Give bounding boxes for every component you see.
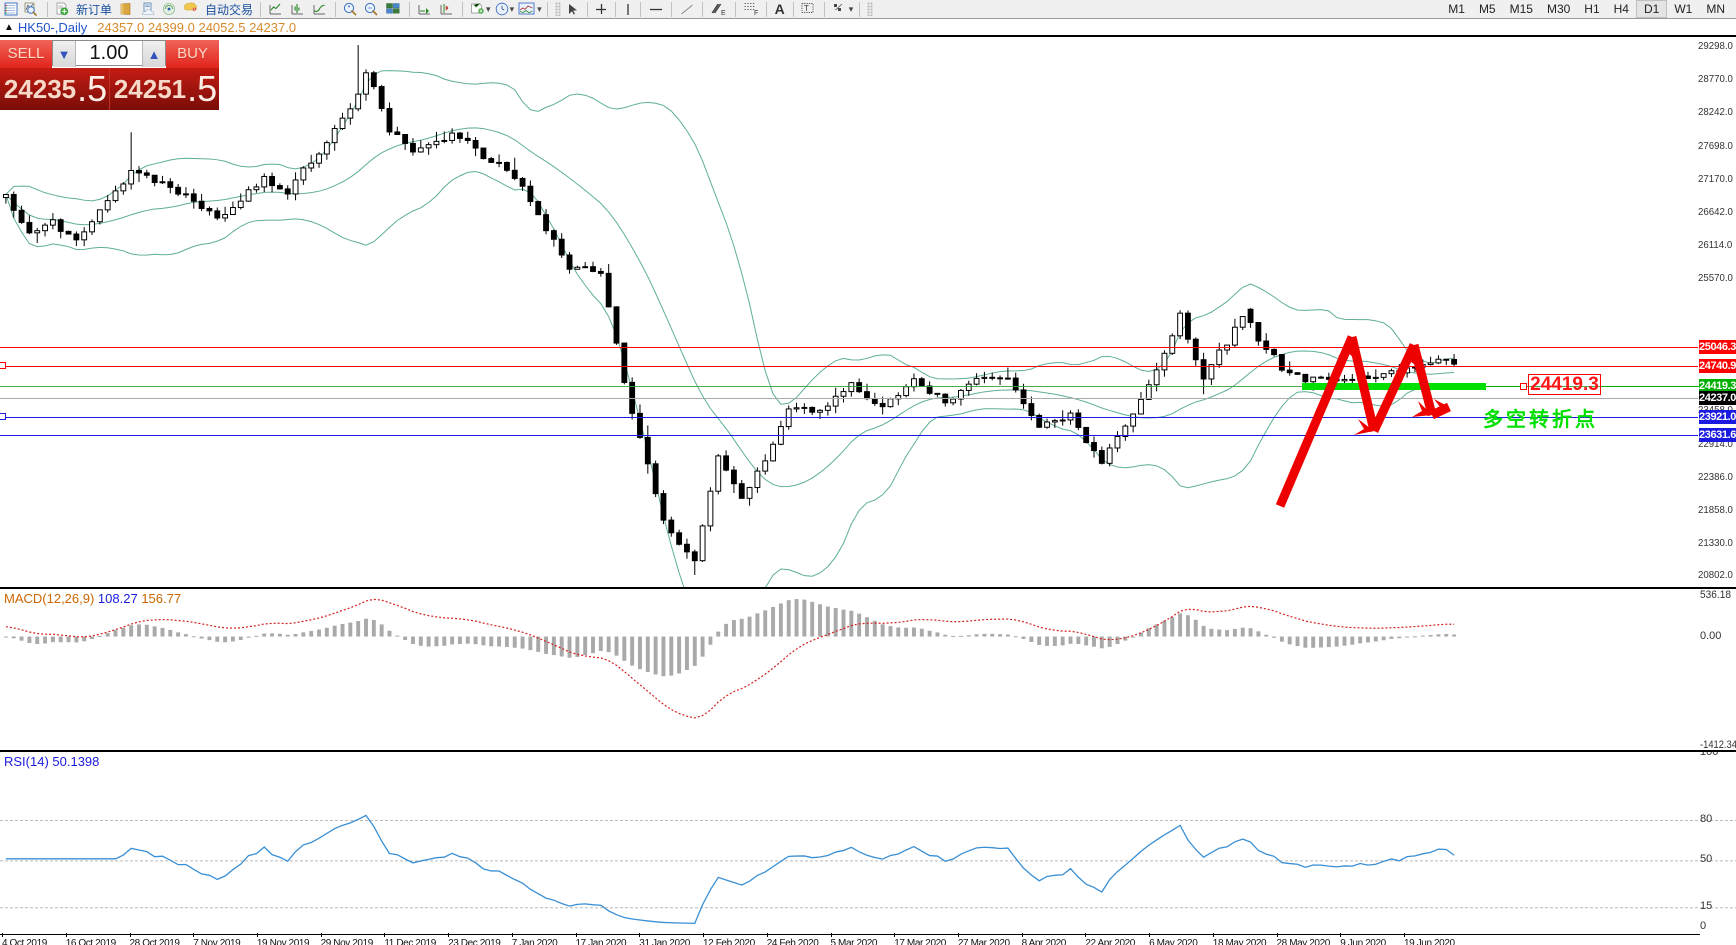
svg-text:E: E	[721, 10, 726, 16]
svg-text:F: F	[754, 10, 758, 16]
svg-text:T: T	[804, 4, 809, 13]
